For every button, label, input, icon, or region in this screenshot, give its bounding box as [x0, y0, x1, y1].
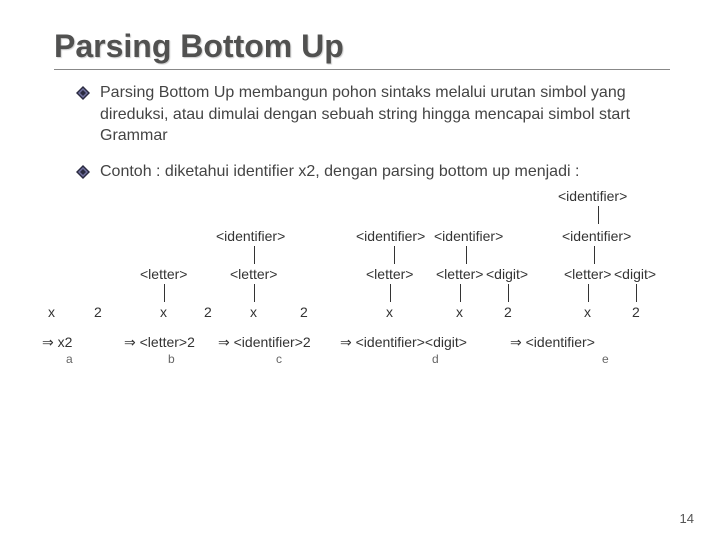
slide-title: Parsing Bottom Up — [54, 28, 670, 65]
terminal-2: 2 — [94, 304, 102, 320]
terminal-x: x — [456, 304, 463, 320]
nt-digit: <digit> — [486, 266, 528, 282]
tree-line — [588, 284, 589, 302]
tree-line — [390, 284, 391, 302]
title-rule — [54, 69, 670, 70]
nt-letter: <letter> — [366, 266, 413, 282]
tree-line — [164, 284, 165, 302]
diamond-icon — [76, 86, 90, 100]
terminal-2: 2 — [204, 304, 212, 320]
nt-letter: <letter> — [140, 266, 187, 282]
derivation-step-d: ⇒ <identifier><digit> — [340, 334, 467, 351]
nt-identifier: <identifier> — [216, 228, 285, 244]
nt-identifier: <identifier> — [562, 228, 631, 244]
derivation-label-e: e — [602, 352, 609, 366]
terminal-x: x — [48, 304, 55, 320]
bullet-2: Contoh : diketahui identifier x2, dengan… — [54, 161, 670, 183]
terminal-2: 2 — [632, 304, 640, 320]
tree-line — [460, 284, 461, 302]
derivation-text: <letter>2 — [140, 334, 195, 350]
nt-letter: <letter> — [564, 266, 611, 282]
nt-identifier: <identifier> — [356, 228, 425, 244]
nt-identifier-top: <identifier> — [558, 188, 627, 204]
nt-letter: <letter> — [230, 266, 277, 282]
derivation-text: <identifier>2 — [234, 334, 311, 350]
tree-line — [598, 206, 599, 224]
terminal-x: x — [584, 304, 591, 320]
arrow-icon: ⇒ — [124, 334, 136, 350]
nt-digit: <digit> — [614, 266, 656, 282]
tree-line — [508, 284, 509, 302]
derivation-label-c: c — [276, 352, 282, 366]
derivation-step-b: ⇒ <letter>2 — [124, 334, 195, 351]
bullet-2-text: Contoh : diketahui identifier x2, dengan… — [100, 161, 579, 183]
terminal-x: x — [160, 304, 167, 320]
derivation-text: <identifier> — [526, 334, 595, 350]
page-number: 14 — [680, 511, 694, 526]
derivation-step-c: ⇒ <identifier>2 — [218, 334, 311, 351]
derivation-text: <identifier><digit> — [356, 334, 467, 350]
nt-identifier: <identifier> — [434, 228, 503, 244]
derivation-label-a: a — [66, 352, 73, 366]
terminal-x: x — [250, 304, 257, 320]
parse-tree-diagram: <identifier> <identifier> <identifier> <… — [54, 200, 670, 360]
tree-line — [466, 246, 467, 264]
tree-line — [394, 246, 395, 264]
terminal-2: 2 — [504, 304, 512, 320]
tree-line — [594, 246, 595, 264]
bullet-1: Parsing Bottom Up membangun pohon sintak… — [54, 82, 670, 147]
tree-line — [636, 284, 637, 302]
arrow-icon: ⇒ — [510, 334, 522, 350]
terminal-x: x — [386, 304, 393, 320]
derivation-step-a: ⇒ x2 — [42, 334, 72, 351]
arrow-icon: ⇒ — [42, 334, 54, 350]
derivation-label-b: b — [168, 352, 175, 366]
diamond-icon — [76, 165, 90, 179]
bullet-1-text: Parsing Bottom Up membangun pohon sintak… — [100, 82, 670, 147]
arrow-icon: ⇒ — [340, 334, 352, 350]
derivation-label-d: d — [432, 352, 439, 366]
arrow-icon: ⇒ — [218, 334, 230, 350]
tree-line — [254, 284, 255, 302]
derivation-step-e: ⇒ <identifier> — [510, 334, 595, 351]
nt-letter: <letter> — [436, 266, 483, 282]
terminal-2: 2 — [300, 304, 308, 320]
tree-line — [254, 246, 255, 264]
derivation-text: x2 — [58, 334, 73, 350]
